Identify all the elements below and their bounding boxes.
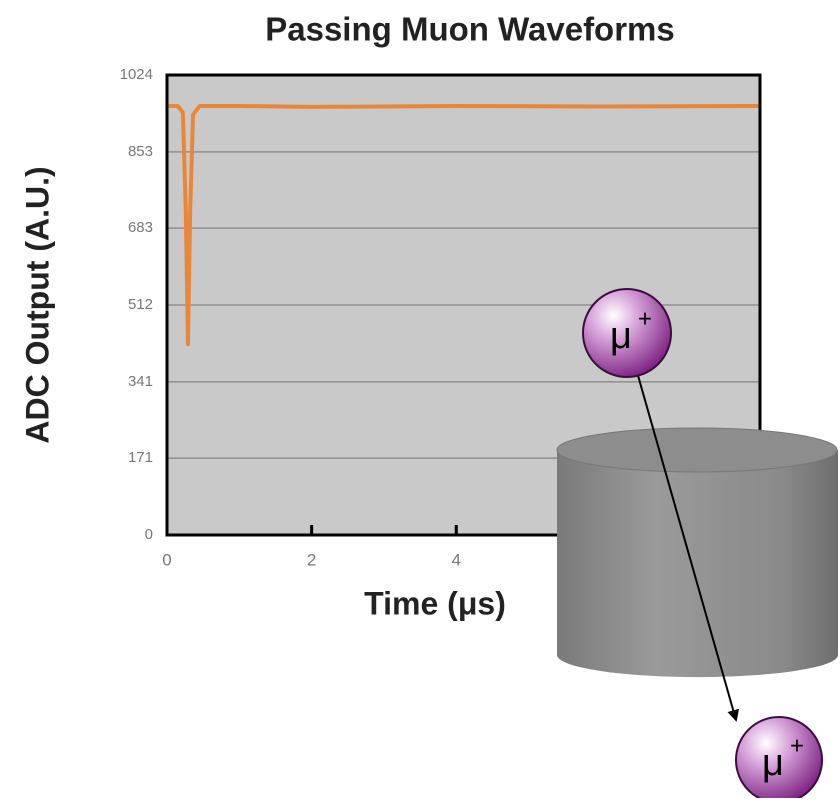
x-tick-label: 0 <box>162 550 171 569</box>
muon-charge: + <box>790 732 804 759</box>
detector-diagram: μ + μ + <box>556 288 838 803</box>
frame: 0 171 341 512 683 853 1024 0 2 4 <box>120 66 762 569</box>
y-tick-label: 853 <box>128 143 153 160</box>
muon-charge: + <box>638 305 652 332</box>
y-tick-label: 171 <box>128 449 153 466</box>
chart-title: Passing Muon Waveforms <box>265 11 675 48</box>
cylinder-top <box>556 427 838 473</box>
y-tick-label: 512 <box>128 296 153 313</box>
plot-frame <box>165 73 762 537</box>
muon-symbol: μ <box>762 742 784 784</box>
x-tick-label: 2 <box>307 550 316 569</box>
y-tick-label: 0 <box>145 526 153 543</box>
muon-in <box>582 288 672 378</box>
muon-symbol: μ <box>610 315 632 357</box>
muon-path <box>636 371 740 722</box>
y-tick-label: 1024 <box>120 66 153 83</box>
waveform-line <box>167 103 760 347</box>
y-tick-label: 683 <box>128 219 153 236</box>
x-axis-label: Time (μs) <box>364 585 506 621</box>
cylinder-body <box>557 450 838 678</box>
y-tick-label: 341 <box>128 373 153 390</box>
muon-out <box>735 716 823 803</box>
x-tick-label: 4 <box>452 550 461 569</box>
y-axis-label: ADC Output (A.U.) <box>19 166 55 443</box>
